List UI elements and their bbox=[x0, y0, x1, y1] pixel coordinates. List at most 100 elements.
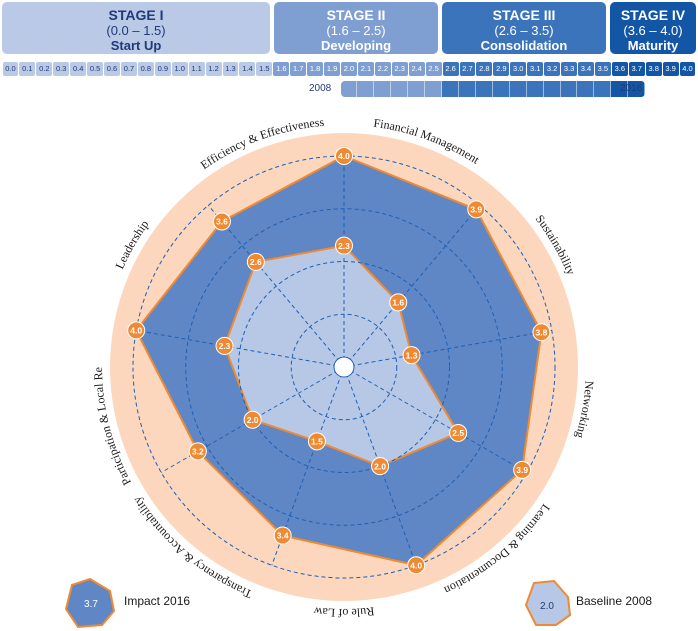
stage-1-title: STAGE I bbox=[108, 7, 164, 23]
progress-segment bbox=[577, 81, 595, 97]
scale-tick: 1.8 bbox=[307, 62, 324, 76]
scale-tick: 3.9 bbox=[662, 62, 679, 76]
progress-segment bbox=[391, 81, 409, 97]
scale-tick: 3.7 bbox=[628, 62, 645, 76]
progress-bar-2008-2016 bbox=[340, 81, 646, 97]
axis-line bbox=[343, 366, 527, 473]
impact-legend-value: 3.7 bbox=[84, 599, 98, 610]
impact-value-label: 3.8 bbox=[535, 327, 547, 337]
progress-segment bbox=[475, 81, 493, 97]
progress-segment bbox=[458, 81, 476, 97]
scale-tick: 0.2 bbox=[36, 62, 53, 76]
impact-legend-icon: 3.7 bbox=[64, 577, 116, 629]
baseline-legend-label: Baseline 2008 bbox=[576, 594, 653, 608]
scale-tick: 3.2 bbox=[544, 62, 561, 76]
impact-point bbox=[407, 556, 426, 575]
category-label: Rule of Law bbox=[313, 604, 375, 620]
stage-2-range: (1.6 – 2.5) bbox=[326, 23, 386, 38]
progress-segment bbox=[408, 81, 426, 97]
baseline-value-label: 1.5 bbox=[311, 437, 323, 447]
progress-segment bbox=[425, 81, 443, 97]
score-scale: 0.0 0.1 0.2 0.3 0.4 0.5 0.6 0.7 0.8 0.9 1.0 1.1 1.2 1… bbox=[2, 62, 696, 76]
impact-value-label: 4.0 bbox=[130, 326, 142, 336]
scale-tick: 3.3 bbox=[561, 62, 577, 76]
grid-ring bbox=[185, 208, 503, 526]
scale-tick: 4.0 bbox=[679, 62, 696, 76]
baseline-value-label: 2.0 bbox=[247, 415, 259, 425]
impact-value-label: 3.9 bbox=[516, 465, 528, 475]
impact-value-label: 4.0 bbox=[410, 560, 422, 570]
scale-tick: 1.5 bbox=[256, 62, 273, 76]
scale-tick: 2.5 bbox=[425, 62, 442, 76]
impact-value-label: 3.4 bbox=[277, 531, 289, 541]
scale-tick: 1.9 bbox=[324, 62, 341, 76]
impact-value-label: 4.0 bbox=[338, 151, 350, 161]
scale-tick: 1.0 bbox=[171, 62, 188, 76]
baseline-point bbox=[243, 410, 262, 429]
scale-tick: 0.4 bbox=[70, 62, 87, 76]
stage-4-name: Maturity bbox=[627, 38, 679, 53]
scale-tick: 0.6 bbox=[104, 62, 120, 76]
impact-value-label: 3.6 bbox=[216, 217, 228, 227]
progress-segment bbox=[611, 81, 629, 97]
scale-tick: 0.7 bbox=[120, 62, 137, 76]
scale-tick: 2.8 bbox=[476, 62, 493, 76]
scale-tick: 0.8 bbox=[137, 62, 154, 76]
progress-segment bbox=[442, 81, 459, 97]
scale-tick: 3.5 bbox=[594, 62, 611, 76]
stage-3-header: STAGE III (2.6 – 3.5) Consolidation bbox=[442, 2, 606, 54]
progress-end-label: 2016 bbox=[620, 83, 643, 94]
impact-point bbox=[335, 147, 353, 165]
grid-ring bbox=[238, 261, 450, 473]
baseline-value-label: 2.3 bbox=[219, 341, 231, 351]
axis-line bbox=[343, 329, 552, 368]
stage-4-range: (3.6 – 4.0) bbox=[623, 23, 683, 38]
progress-segment bbox=[340, 81, 358, 97]
baseline-point bbox=[449, 423, 468, 442]
baseline-point bbox=[215, 336, 234, 355]
scale-tick: 3.6 bbox=[611, 62, 628, 76]
baseline-legend-icon: 2.0 bbox=[524, 579, 572, 626]
stage-1-name: Start Up bbox=[110, 38, 162, 53]
stage-2-header: STAGE II (1.6 – 2.5) Developing bbox=[274, 2, 438, 54]
stage-4-header: STAGE IV (3.6 – 4.0) Maturity bbox=[610, 2, 696, 54]
progress-start-label: 2008 bbox=[309, 83, 332, 94]
stage-2-name: Developing bbox=[320, 38, 392, 53]
scale-tick: 2.1 bbox=[357, 62, 374, 76]
scale-tick: 2.9 bbox=[493, 62, 510, 76]
baseline-point bbox=[307, 432, 326, 451]
scale-tick: 2.4 bbox=[408, 62, 425, 76]
scale-tick: 1.3 bbox=[222, 62, 239, 76]
scale-tick: 2.0 bbox=[341, 62, 357, 76]
scale-tick: 1.2 bbox=[205, 62, 222, 76]
progress-segment bbox=[628, 81, 646, 97]
progress-segment bbox=[374, 81, 392, 97]
scale-tick: 3.0 bbox=[510, 62, 527, 76]
impact-point bbox=[467, 200, 486, 219]
baseline-point bbox=[371, 457, 390, 476]
impact-point bbox=[273, 526, 292, 545]
baseline-value-label: 2.5 bbox=[452, 428, 464, 438]
scale-tick: 3.4 bbox=[578, 62, 594, 76]
scale-tick: 0.3 bbox=[53, 62, 70, 76]
impact-point bbox=[188, 442, 207, 461]
scale-tick: 3.1 bbox=[527, 62, 544, 76]
scale-tick: 0.5 bbox=[87, 62, 104, 76]
stage-4-title: STAGE IV bbox=[620, 7, 686, 23]
scale-tick: 0.9 bbox=[154, 62, 171, 76]
scale-tick: 1.1 bbox=[188, 62, 205, 76]
progress-segment bbox=[509, 81, 527, 97]
scale-tick: 2.2 bbox=[374, 62, 391, 76]
baseline-point bbox=[389, 293, 408, 312]
category-label: Participation & Local Resources bbox=[0, 100, 134, 488]
progress-segment bbox=[560, 81, 578, 97]
progress-segment bbox=[492, 81, 510, 97]
baseline-value-label: 1.6 bbox=[392, 298, 404, 308]
axis-line bbox=[343, 205, 481, 368]
stage-1-header: STAGE I (0.0 – 1.5) Start Up bbox=[2, 2, 270, 54]
scale-tick: 1.6 bbox=[273, 62, 290, 76]
impact-point bbox=[212, 212, 231, 231]
grid-ring bbox=[132, 155, 556, 579]
scale-tick: 2.3 bbox=[391, 62, 408, 76]
